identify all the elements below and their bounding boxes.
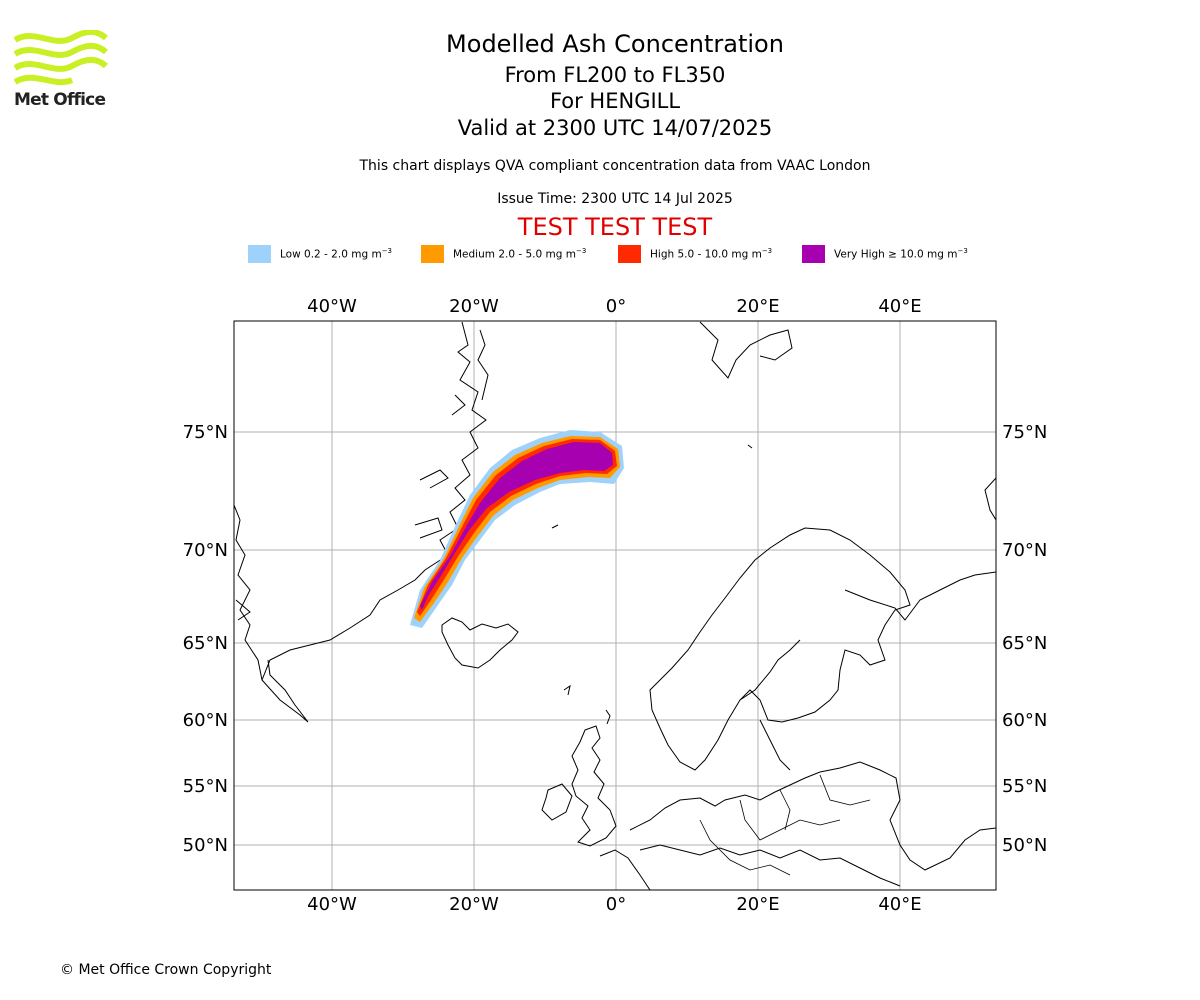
legend-label-low: Low 0.2 - 2.0 mg m−3 [280,247,393,261]
lat-labels-right: 75°N 70°N 65°N 60°N 55°N 50°N [1002,422,1047,856]
legend-swatch-medium [421,245,444,263]
lat-label: 50°N [1002,835,1047,856]
lat-label: 50°N [183,835,228,856]
map-gridlines [234,321,996,890]
legend-item-very-high: Very High ≥ 10.0 mg m−3 [802,244,968,264]
met-office-logo [13,29,109,90]
lon-label: 20°W [449,296,499,317]
lat-label: 55°N [183,776,228,797]
lon-label: 20°W [449,894,499,915]
lat-label: 75°N [1002,422,1047,443]
map-frame [233,320,997,891]
volcano-name: For HENGILL [549,89,681,113]
coastlines [234,321,996,890]
lon-label: 40°E [878,894,921,915]
copyright-notice: © Met Office Crown Copyright [60,962,272,978]
lat-labels-left: 75°N 70°N 65°N 60°N 55°N 50°N [183,422,228,856]
lat-label: 60°N [1002,710,1047,731]
chart-description: This chart displays QVA compliant concen… [359,158,871,174]
lon-label: 20°E [736,894,779,915]
lon-label: 0° [606,296,626,317]
ash-low-region [410,430,624,628]
lat-label: 55°N [1002,776,1047,797]
legend-item-high: High 5.0 - 10.0 mg m−3 [618,244,772,264]
lon-label: 40°W [307,894,357,915]
flight-level-range: From FL200 to FL350 [504,63,726,87]
met-office-logo-text: Met Office [14,90,106,110]
lat-label: 65°N [183,633,228,654]
lat-label: 70°N [1002,540,1047,561]
lon-label: 20°E [736,296,779,317]
lon-label: 0° [606,894,626,915]
legend-swatch-low [248,245,271,263]
legend-label-medium: Medium 2.0 - 5.0 mg m−3 [453,247,587,261]
lon-label: 40°W [307,296,357,317]
legend-item-low: Low 0.2 - 2.0 mg m−3 [248,244,392,264]
lat-label: 70°N [183,540,228,561]
lon-labels-top: 40°W 20°W 0° 20°E 40°E [307,296,921,317]
legend-swatch-very-high [802,245,825,263]
valid-time: Valid at 2300 UTC 14/07/2025 [457,116,773,140]
met-office-waves-icon [13,29,108,86]
lon-label: 40°E [878,296,921,317]
lat-label: 65°N [1002,633,1047,654]
legend-label-high: High 5.0 - 10.0 mg m−3 [650,247,773,261]
issue-time: Issue Time: 2300 UTC 14 Jul 2025 [497,191,733,207]
legend-swatch-high [618,245,641,263]
ash-plume [410,430,624,628]
legend-label-very-high: Very High ≥ 10.0 mg m−3 [834,247,968,261]
ash-very-high-region [420,442,613,610]
chart-title: Modelled Ash Concentration [446,30,784,58]
test-banner: TEST TEST TEST [517,213,713,241]
lat-label: 60°N [183,710,228,731]
lon-labels-bottom: 40°W 20°W 0° 20°E 40°E [307,894,921,915]
legend-item-medium: Medium 2.0 - 5.0 mg m−3 [421,244,586,264]
lat-label: 75°N [183,422,228,443]
